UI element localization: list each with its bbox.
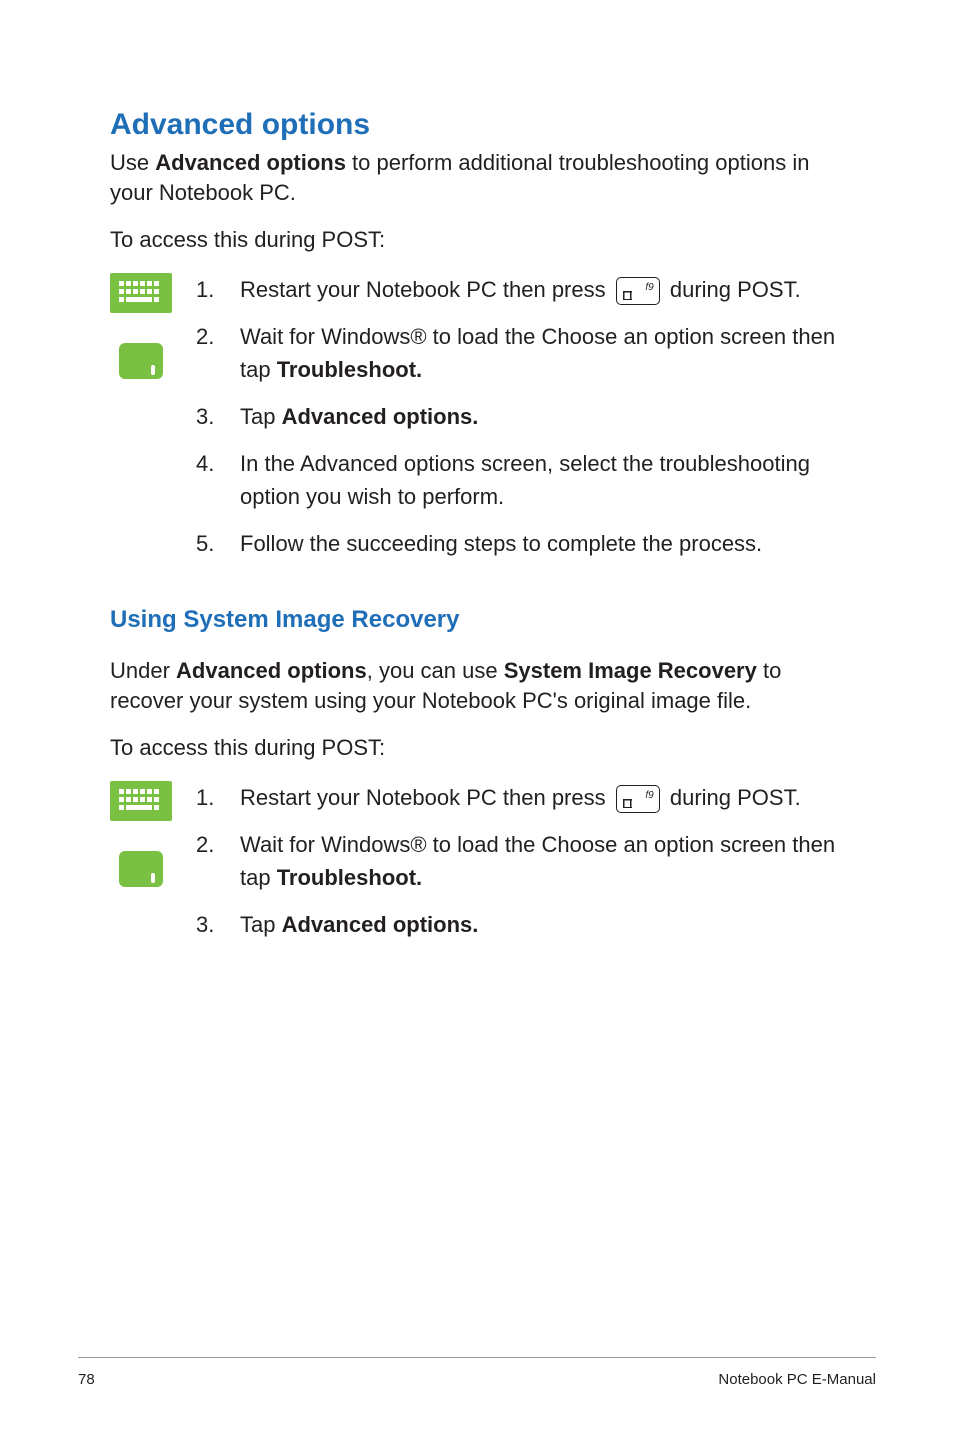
step2-1-prefix: Restart your Notebook PC then press <box>240 785 612 810</box>
step-2-1: Restart your Notebook PC then press duri… <box>196 781 844 814</box>
icons-column-1 <box>110 273 172 574</box>
intro1-prefix: Use <box>110 150 155 175</box>
step2-1-suffix: during POST. <box>664 785 801 810</box>
keyboard-icon <box>110 273 172 313</box>
step2-bold: Troubleshoot. <box>277 357 422 382</box>
section-title-advanced-options: Advanced options <box>110 108 844 142</box>
steps-list-2: Restart your Notebook PC then press duri… <box>196 781 844 955</box>
steps-list-1: Restart your Notebook PC then press duri… <box>196 273 844 574</box>
step3-bold: Advanced options. <box>282 404 479 429</box>
step-2-3: Tap Advanced options. <box>196 908 844 941</box>
intro2-bold1: Advanced options <box>176 658 367 683</box>
keyboard-icon <box>110 781 172 821</box>
step1-suffix: during POST. <box>664 277 801 302</box>
access-line-2: To access this during POST: <box>110 733 844 763</box>
intro-paragraph-2: Under Advanced options, you can use Syst… <box>110 656 844 715</box>
step5-text: Follow the succeeding steps to complete … <box>240 527 844 560</box>
step1-prefix: Restart your Notebook PC then press <box>240 277 612 302</box>
intro1-bold: Advanced options <box>155 150 346 175</box>
intro2-bold2: System Image Recovery <box>504 658 757 683</box>
intro-paragraph-1: Use Advanced options to perform addition… <box>110 148 844 207</box>
intro2-prefix: Under <box>110 658 176 683</box>
step2-3-prefix: Tap <box>240 912 282 937</box>
step2-3-bold: Advanced options. <box>282 912 479 937</box>
step-1-4: In the Advanced options screen, select t… <box>196 447 844 513</box>
steps-block-1: Restart your Notebook PC then press duri… <box>110 273 844 574</box>
footer-label: Notebook PC E-Manual <box>718 1371 876 1388</box>
icons-column-2 <box>110 781 172 955</box>
step2-2-bold: Troubleshoot. <box>277 865 422 890</box>
tablet-icon <box>119 851 163 887</box>
steps-block-2: Restart your Notebook PC then press duri… <box>110 781 844 955</box>
page-number: 78 <box>78 1371 95 1388</box>
sub-title-system-image-recovery: Using System Image Recovery <box>110 606 844 634</box>
access-line-1: To access this during POST: <box>110 225 844 255</box>
f9-key-icon <box>616 277 660 305</box>
step4-text: In the Advanced options screen, select t… <box>240 447 844 513</box>
step-1-5: Follow the succeeding steps to complete … <box>196 527 844 560</box>
step-1-1: Restart your Notebook PC then press duri… <box>196 273 844 306</box>
step-2-2: Wait for Windows® to load the Choose an … <box>196 828 844 894</box>
tablet-icon <box>119 343 163 379</box>
step-1-2: Wait for Windows® to load the Choose an … <box>196 320 844 386</box>
step-1-3: Tap Advanced options. <box>196 400 844 433</box>
step3-prefix: Tap <box>240 404 282 429</box>
f9-key-icon <box>616 785 660 813</box>
footer-rule <box>78 1357 876 1358</box>
intro2-mid: , you can use <box>367 658 504 683</box>
